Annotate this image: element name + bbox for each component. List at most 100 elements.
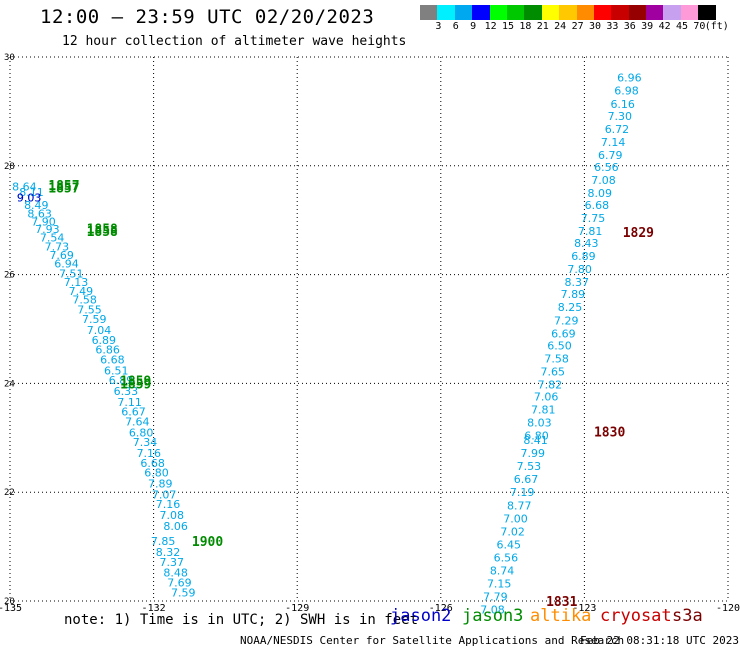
swh-value-label: 6.86 bbox=[95, 344, 120, 357]
legend-label: 6 bbox=[452, 21, 459, 32]
swh-value-label: 6.56 bbox=[494, 551, 519, 564]
swh-value-label: 8.49 bbox=[24, 199, 49, 212]
pass-time-label: 1830 bbox=[594, 425, 625, 440]
swh-value-label: 8.64 bbox=[12, 180, 37, 193]
swh-value-label: 7.75 bbox=[581, 212, 606, 225]
swh-value-label: 6.80 bbox=[144, 467, 169, 480]
swh-value-label: 8.03 bbox=[527, 417, 552, 430]
swh-value-label: 6.79 bbox=[598, 149, 623, 162]
swh-value-label: 6.16 bbox=[610, 98, 635, 111]
swh-value-label: 7.82 bbox=[538, 378, 563, 391]
swh-value-label: 8.74 bbox=[490, 565, 515, 578]
x-tick-label: -120 bbox=[716, 603, 740, 614]
y-tick-label: 30 bbox=[4, 53, 15, 63]
swh-value-label: 6.50 bbox=[547, 339, 572, 352]
legend-swatch bbox=[611, 5, 629, 20]
swh-value-label: 7.79 bbox=[483, 591, 508, 604]
pass-time-label: 1859 bbox=[120, 375, 151, 390]
swh-value-label: 7.13 bbox=[64, 276, 89, 289]
footer-note: note: 1) Time is in UTC; 2) SWH is in fe… bbox=[64, 612, 419, 628]
y-tick-label: 20 bbox=[4, 597, 15, 607]
swh-value-label: 8.77 bbox=[507, 499, 532, 512]
legend-swatch bbox=[472, 5, 490, 20]
swh-value-label: 7.64 bbox=[125, 415, 150, 428]
swh-value-label: 7.58 bbox=[544, 352, 569, 365]
legend-swatch bbox=[576, 5, 594, 20]
swh-value-label: 8.06 bbox=[163, 520, 188, 533]
pass-time-label: 1857 bbox=[48, 182, 79, 197]
pass-time-label: 1858 bbox=[87, 225, 118, 240]
swh-value-label: 6.45 bbox=[497, 538, 522, 551]
swh-value-label: 8.25 bbox=[558, 301, 583, 314]
swh-value-label: 7.16 bbox=[137, 447, 162, 460]
swh-value-label: 7.19 bbox=[510, 486, 535, 499]
swh-value-label: 7.49 bbox=[69, 285, 94, 298]
legend-label: (ft) bbox=[704, 21, 729, 32]
swh-value-label: 7.59 bbox=[82, 313, 107, 326]
swh-value-label: 6.94 bbox=[54, 258, 79, 271]
legend-swatch bbox=[437, 5, 455, 20]
swh-value-label: 6.51 bbox=[104, 364, 129, 377]
legend-jason2: jason2 bbox=[390, 606, 452, 626]
legend-label: 12 bbox=[484, 21, 497, 32]
x-tick-label: -129 bbox=[285, 603, 309, 614]
swh-value-label: 6.69 bbox=[551, 327, 576, 340]
chart-subtitle: 12 hour collection of altimeter wave hei… bbox=[62, 34, 407, 49]
swh-value-label: 7.81 bbox=[578, 225, 603, 238]
legend-swatch bbox=[559, 5, 577, 20]
legend-label: 30 bbox=[588, 21, 602, 32]
swh-value-label: 7.06 bbox=[534, 390, 559, 403]
swh-value-label: 8.11 bbox=[19, 186, 44, 199]
pass-time-label: 1857 bbox=[48, 179, 79, 194]
legend-label: 15 bbox=[501, 21, 515, 32]
legend-swatch bbox=[593, 5, 612, 20]
swh-value-label: 7.15 bbox=[487, 578, 512, 591]
legend-swatch bbox=[420, 5, 438, 20]
swh-value-label: 7.51 bbox=[59, 268, 84, 281]
swh-value-label: 7.55 bbox=[77, 303, 102, 316]
y-tick-label: 26 bbox=[4, 271, 15, 281]
swh-value-label: 6.80 bbox=[524, 430, 549, 443]
swh-value-label: 7.59 bbox=[171, 586, 196, 599]
swh-value-label: 7.08 bbox=[160, 509, 185, 522]
credit-line: NOAA/NESDIS Center for Satellite Applica… bbox=[240, 634, 625, 647]
x-tick-label: -135 bbox=[0, 603, 22, 614]
legend-label: 42 bbox=[658, 21, 671, 32]
legend-swatch bbox=[628, 5, 647, 20]
swh-value-label: 6.68 bbox=[140, 457, 165, 470]
legend-swatch bbox=[489, 5, 507, 20]
swh-value-label: 7.02 bbox=[500, 525, 525, 538]
swh-value-label: 7.58 bbox=[72, 294, 97, 307]
legend-swatch bbox=[680, 5, 699, 20]
pass-time-label: 1831 bbox=[546, 595, 577, 610]
pass-time-label: 1859 bbox=[120, 377, 151, 392]
swh-value-label: 6.98 bbox=[614, 85, 639, 98]
swh-value-label: 6.89 bbox=[109, 374, 134, 387]
legend-swatch bbox=[698, 5, 716, 20]
legend-swatch bbox=[663, 5, 681, 20]
legend-cryosat: cryosat bbox=[600, 606, 672, 626]
swh-value-label: 6.89 bbox=[571, 250, 596, 263]
swh-value-label: 7.04 bbox=[87, 324, 112, 337]
swh-value-label: 8.37 bbox=[564, 276, 589, 289]
swh-value-label: 7.69 bbox=[167, 577, 192, 590]
swh-value-label: 7.99 bbox=[520, 447, 545, 460]
swh-value-label: 6.72 bbox=[605, 123, 630, 136]
legend-swatch bbox=[506, 5, 525, 20]
jason2-value-label: 9.03 bbox=[17, 191, 42, 204]
swh-value-label: 8.63 bbox=[27, 208, 52, 221]
swh-value-label: 8.09 bbox=[587, 187, 612, 200]
legend-label: 3 bbox=[435, 21, 442, 32]
swh-value-label: 7.65 bbox=[541, 365, 566, 378]
legend-label: 33 bbox=[606, 21, 619, 32]
swh-value-label: 9.03 bbox=[17, 191, 42, 204]
swh-value-label: 8.41 bbox=[523, 434, 548, 447]
swh-value-label: 7.30 bbox=[608, 110, 633, 123]
swh-value-label: 7.93 bbox=[35, 223, 60, 236]
swh-value-label: 7.00 bbox=[503, 512, 528, 525]
pass-time-label: 1829 bbox=[623, 226, 654, 241]
swh-value-label: 8.43 bbox=[574, 237, 599, 250]
swh-value-label: 7.14 bbox=[601, 136, 626, 149]
legend-swatch bbox=[646, 5, 664, 20]
